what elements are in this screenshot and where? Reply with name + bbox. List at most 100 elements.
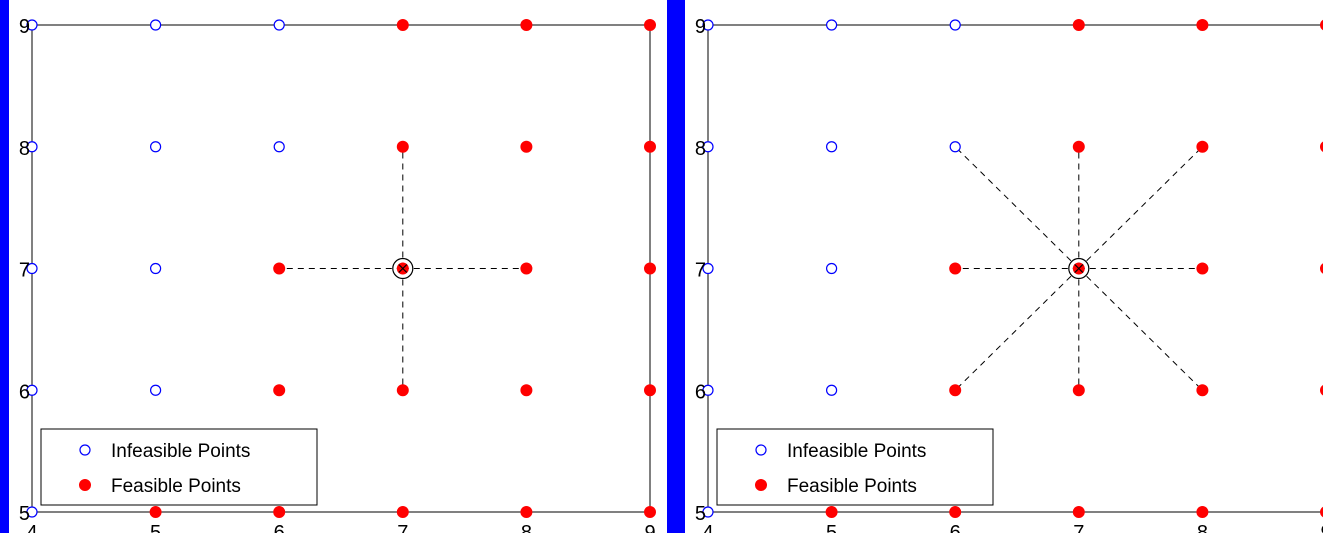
right-y-tick-label: 7: [695, 260, 706, 282]
left-infeasible-point-5: [273, 141, 285, 153]
left-x-tick-label: 6: [274, 522, 285, 533]
right-x-tick-label: 8: [1197, 522, 1208, 533]
right-feasible-point-9: [1320, 263, 1323, 274]
right-feasible-point-5: [1320, 141, 1323, 152]
right-feasible-point-8: [1196, 262, 1209, 275]
right-legend-feasible-marker: [755, 479, 767, 491]
left-feasible-point-0: [396, 19, 409, 31]
right-feasible-point-10: [949, 384, 962, 397]
right-stencil-line-6: [954, 268, 1080, 391]
left-feasible-point-2: [644, 19, 656, 31]
left-infeasible-point-8: [26, 384, 38, 396]
left-feasible-point-15: [273, 506, 286, 518]
right-infeasible-point-2: [949, 19, 961, 31]
right-center-ring: [1068, 257, 1090, 280]
left-legend-feasible-label: Feasible Points: [111, 476, 241, 497]
left-x-tick-label: 8: [521, 522, 532, 533]
left-feasible-point-5: [644, 140, 656, 153]
left-infeasible-point-6: [26, 262, 38, 275]
left-legend-infeasible-label: Infeasible Points: [111, 441, 250, 462]
left-feasible-point-16: [396, 506, 409, 518]
left-feasible-point-1: [520, 19, 533, 31]
left-infeasible-point-7: [150, 262, 162, 275]
right-x-tick-label: 4: [702, 522, 713, 533]
left-x-tick-label: 4: [26, 522, 37, 533]
right-infeasible-point-9: [826, 384, 838, 396]
right-x-tick-label: 6: [950, 522, 961, 533]
left-infeasible-point-2: [273, 19, 285, 31]
right-stencil-line-5: [1078, 146, 1203, 269]
right-legend-feasible-label: Feasible Points: [787, 476, 917, 497]
right-feasible-point-15: [949, 506, 962, 518]
left-feasible-point-11: [396, 384, 409, 397]
left-feasible-point-3: [396, 140, 409, 153]
right-y-tick-label: 6: [695, 381, 706, 403]
left-y-tick-label: 5: [19, 503, 30, 525]
left-y-tick-label: 7: [19, 260, 30, 282]
left-y-tick-label: 9: [19, 16, 30, 38]
left-chart-panel: 5 6 7 8 9 4 5 6 7 8 9 Infeasible Points Feasible Poi…: [9, 0, 667, 533]
left-legend-feasible-marker: [79, 479, 91, 491]
right-infeasible-point-6: [702, 262, 714, 275]
left-x-tick-label: 9: [644, 522, 655, 533]
right-legend-box: [716, 428, 994, 506]
left-infeasible-point-4: [150, 141, 162, 153]
right-infeasible-point-7: [826, 262, 838, 275]
left-feasible-point-9: [644, 262, 656, 275]
left-legend-box: [40, 428, 318, 506]
right-feasible-point-13: [1320, 385, 1323, 396]
left-center-cross: [398, 264, 408, 273]
left-infeasible-point-9: [150, 384, 162, 396]
right-feasible-point-3: [1072, 140, 1085, 153]
right-feasible-point-12: [1196, 384, 1209, 397]
left-infeasible-point-1: [150, 19, 162, 31]
right-feasible-point-18: [1320, 506, 1323, 518]
right-infeasible-point-5: [949, 141, 961, 153]
left-x-tick-label: 7: [397, 522, 408, 533]
right-feasible-point-0: [1072, 19, 1085, 31]
right-stencil-line-7: [1078, 268, 1203, 391]
right-x-tick-label: 9: [1320, 522, 1323, 533]
left-feasible-point-8: [520, 262, 533, 275]
right-infeasible-point-0: [702, 19, 714, 31]
right-center-cross: [1074, 264, 1084, 273]
left-infeasible-point-10: [26, 506, 38, 518]
left-feasible-point-6: [273, 262, 286, 275]
left-feasible-point-4: [520, 140, 533, 153]
right-infeasible-point-1: [826, 19, 838, 31]
right-infeasible-point-8: [702, 384, 714, 396]
right-infeasible-point-10: [702, 506, 714, 518]
right-x-tick-label: 7: [1073, 522, 1084, 533]
right-y-tick-label: 8: [695, 138, 706, 160]
right-feasible-point-6: [949, 262, 962, 275]
right-feasible-point-2: [1320, 19, 1323, 31]
left-feasible-point-13: [644, 384, 656, 397]
right-legend-infeasible-label: Infeasible Points: [787, 441, 926, 462]
right-y-tick-label: 9: [695, 16, 706, 38]
right-feasible-point-16: [1072, 506, 1085, 518]
right-infeasible-point-3: [702, 141, 714, 153]
left-infeasible-point-3: [26, 141, 38, 153]
left-feasible-point-17: [520, 506, 533, 518]
right-legend-infeasible-marker: [755, 444, 767, 456]
right-feasible-point-11: [1072, 384, 1085, 397]
left-feasible-point-12: [520, 384, 533, 397]
right-y-tick-label: 5: [695, 503, 706, 525]
left-feasible-point-10: [273, 384, 286, 397]
right-stencil-line-4: [954, 146, 1080, 269]
right-feasible-point-4: [1196, 140, 1209, 153]
right-feasible-point-14: [825, 506, 838, 518]
left-center-ring: [392, 257, 414, 280]
left-feasible-point-18: [644, 506, 656, 518]
left-x-tick-label: 5: [150, 522, 161, 533]
right-feasible-point-17: [1196, 506, 1209, 518]
left-legend-infeasible-marker: [79, 444, 91, 456]
right-x-tick-label: 5: [826, 522, 837, 533]
left-y-tick-label: 6: [19, 381, 30, 403]
left-y-tick-label: 8: [19, 138, 30, 160]
left-infeasible-point-0: [26, 19, 38, 31]
right-feasible-point-1: [1196, 19, 1209, 31]
